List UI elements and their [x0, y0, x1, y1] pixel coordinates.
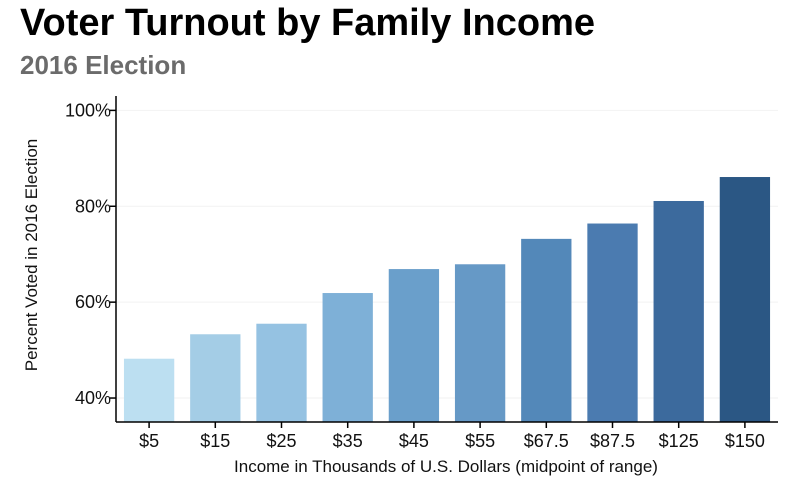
bar: [587, 223, 638, 422]
x-axis-label: Income in Thousands of U.S. Dollars (mid…: [234, 457, 658, 476]
y-axis-label: Percent Voted in 2016 Election: [22, 139, 41, 372]
bar: [388, 269, 440, 422]
bars: [123, 177, 771, 422]
bar: [454, 264, 506, 422]
bar: [190, 334, 241, 422]
chart-title: Voter Turnout by Family Income: [20, 2, 595, 44]
bar: [653, 200, 704, 422]
bar: [256, 323, 307, 422]
x-tick-label: $5: [139, 431, 159, 451]
bar: [521, 238, 572, 422]
x-tick-label: $67.5: [524, 431, 569, 451]
y-tick-label: 80%: [75, 196, 111, 216]
x-tick-label: $45: [399, 431, 429, 451]
x-axis-ticks: $5 $15 $25 $35 $45 $55 $67.5 $87.5 $125 $150: [139, 422, 765, 451]
x-tick-label: $125: [659, 431, 699, 451]
y-tick-label: 40%: [75, 388, 111, 408]
y-tick-label: 60%: [75, 292, 111, 312]
x-tick-label: $15: [200, 431, 230, 451]
bar: [322, 293, 373, 422]
y-axis-ticks: 40% 60% 80% 100%: [65, 100, 116, 408]
x-tick-label: $55: [465, 431, 495, 451]
x-tick-label: $150: [725, 431, 765, 451]
bar: [123, 358, 175, 422]
x-tick-label: $87.5: [590, 431, 635, 451]
bar: [719, 177, 771, 422]
y-tick-label: 100%: [65, 100, 111, 120]
x-tick-label: $25: [266, 431, 296, 451]
chart-subtitle: 2016 Election: [20, 50, 187, 80]
x-tick-label: $35: [333, 431, 363, 451]
